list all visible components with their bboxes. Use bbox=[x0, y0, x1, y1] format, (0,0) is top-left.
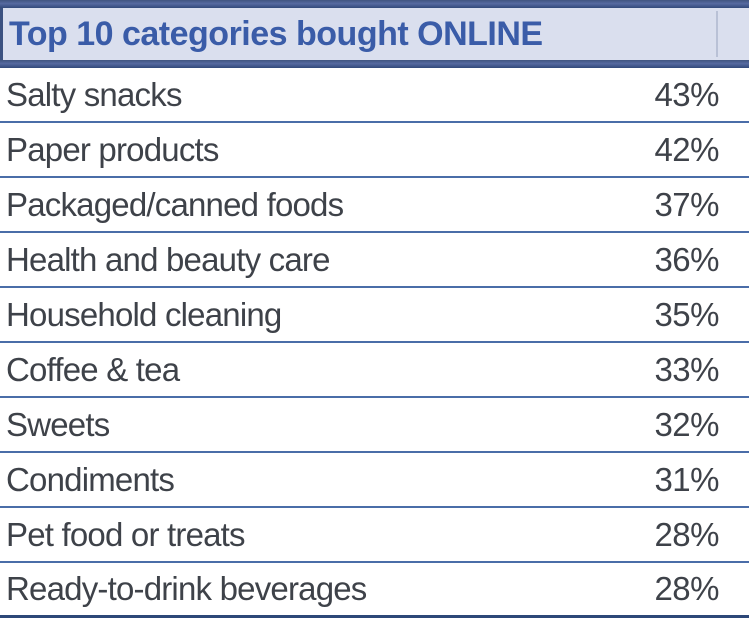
value-cell: 28% bbox=[654, 515, 719, 553]
table-row: Household cleaning 35% bbox=[0, 288, 749, 343]
category-cell: Household cleaning bbox=[6, 295, 282, 333]
category-cell: Pet food or treats bbox=[6, 515, 246, 553]
table-row: Coffee & tea 33% bbox=[0, 343, 749, 398]
category-cell: Ready-to-drink beverages bbox=[6, 570, 367, 607]
table-row: Pet food or treats 28% bbox=[0, 508, 749, 563]
value-cell: 42% bbox=[654, 130, 719, 168]
category-cell: Packaged/canned foods bbox=[6, 185, 344, 223]
category-cell: Salty snacks bbox=[6, 75, 182, 113]
value-cell: 37% bbox=[654, 185, 719, 223]
value-cell: 31% bbox=[654, 460, 719, 498]
table-row: Packaged/canned foods 37% bbox=[0, 178, 749, 233]
value-cell: 32% bbox=[654, 405, 719, 443]
table-header: Top 10 categories bought ONLINE bbox=[0, 8, 749, 60]
category-cell: Health and beauty care bbox=[6, 240, 330, 278]
category-cell: Sweets bbox=[6, 405, 110, 443]
header-top-border bbox=[0, 0, 749, 8]
table-row: Paper products 42% bbox=[0, 123, 749, 178]
category-cell: Paper products bbox=[6, 130, 219, 168]
table-row: Sweets 32% bbox=[0, 398, 749, 453]
table-row: Health and beauty care 36% bbox=[0, 233, 749, 288]
table-row: Salty snacks 43% bbox=[0, 68, 749, 123]
category-cell: Coffee & tea bbox=[6, 350, 180, 388]
header-bottom-border bbox=[0, 60, 749, 68]
table-rows: Salty snacks 43% Paper products 42% Pack… bbox=[0, 68, 749, 618]
table-row: Ready-to-drink beverages 28% bbox=[0, 563, 749, 618]
table-row: Condiments 31% bbox=[0, 453, 749, 508]
table-title: Top 10 categories bought ONLINE bbox=[9, 14, 543, 53]
value-cell: 43% bbox=[654, 75, 719, 113]
value-cell: 33% bbox=[654, 350, 719, 388]
value-cell: 36% bbox=[654, 240, 719, 278]
header-column-divider bbox=[716, 11, 718, 57]
category-cell: Condiments bbox=[6, 460, 175, 498]
value-cell: 28% bbox=[654, 570, 719, 607]
value-cell: 35% bbox=[654, 295, 719, 333]
